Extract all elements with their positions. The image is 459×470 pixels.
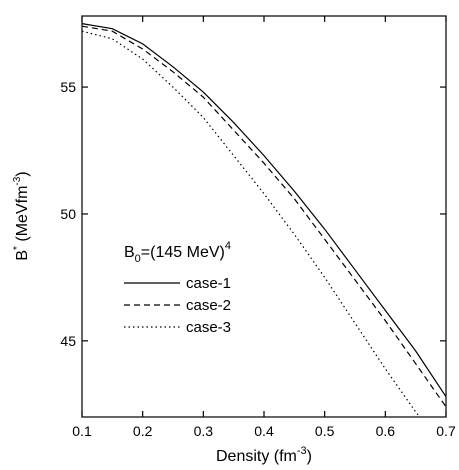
series-group xyxy=(82,23,446,417)
y-axis-title-sup2: -3 xyxy=(12,176,23,185)
plot-frame xyxy=(81,15,447,418)
x-tick-label: 0.6 xyxy=(376,423,396,439)
legend-title-main: B xyxy=(124,244,135,261)
x-tick-label: 0.2 xyxy=(133,423,153,439)
x-axis-title: Density (fm-3) xyxy=(216,445,312,465)
series-line-case-1 xyxy=(82,23,446,398)
legend-title: B0=(145 MeV)4 xyxy=(124,240,231,265)
legend-items: case-1 case-2 case-3 xyxy=(124,275,231,336)
legend-label-case-3: case-3 xyxy=(186,319,231,336)
x-axis-title-end: ) xyxy=(307,448,312,465)
y-axis-title-sup1: * xyxy=(12,246,23,250)
x-axis-title-sup: -3 xyxy=(297,445,307,457)
x-axis-ticks: 0.1 0.2 0.3 0.4 0.5 0.6 0.7 xyxy=(72,16,456,439)
x-axis-title-main: Density (fm xyxy=(216,448,297,465)
legend-title-sup: 4 xyxy=(225,240,231,252)
y-axis-title-main: B xyxy=(14,250,31,261)
legend-title-sub: 0 xyxy=(135,253,141,265)
y-axis-title-mid: (MeVfm xyxy=(14,186,31,246)
legend-label-case-1: case-1 xyxy=(186,275,231,292)
x-tick-label: 0.3 xyxy=(194,423,214,439)
y-tick-label: 55 xyxy=(60,79,76,95)
x-tick-label: 0.4 xyxy=(254,423,274,439)
y-axis-title-end: ) xyxy=(14,171,31,176)
legend-label-case-2: case-2 xyxy=(186,297,231,314)
legend-title-rest: =(145 MeV) xyxy=(141,244,225,261)
x-tick-label: 0.1 xyxy=(72,423,92,439)
y-axis-ticks: 45 50 55 xyxy=(60,79,446,349)
series-line-case-2 xyxy=(82,25,446,408)
y-axis-title: B* (MeVfm-3) xyxy=(12,171,31,260)
series-line-case-3 xyxy=(82,30,421,417)
legend: B0=(145 MeV)4 case-1 case-2 case-3 xyxy=(124,240,231,336)
x-tick-label: 0.7 xyxy=(436,423,456,439)
x-tick-label: 0.5 xyxy=(315,423,335,439)
y-tick-label: 50 xyxy=(60,206,76,222)
y-tick-label: 45 xyxy=(60,333,76,349)
